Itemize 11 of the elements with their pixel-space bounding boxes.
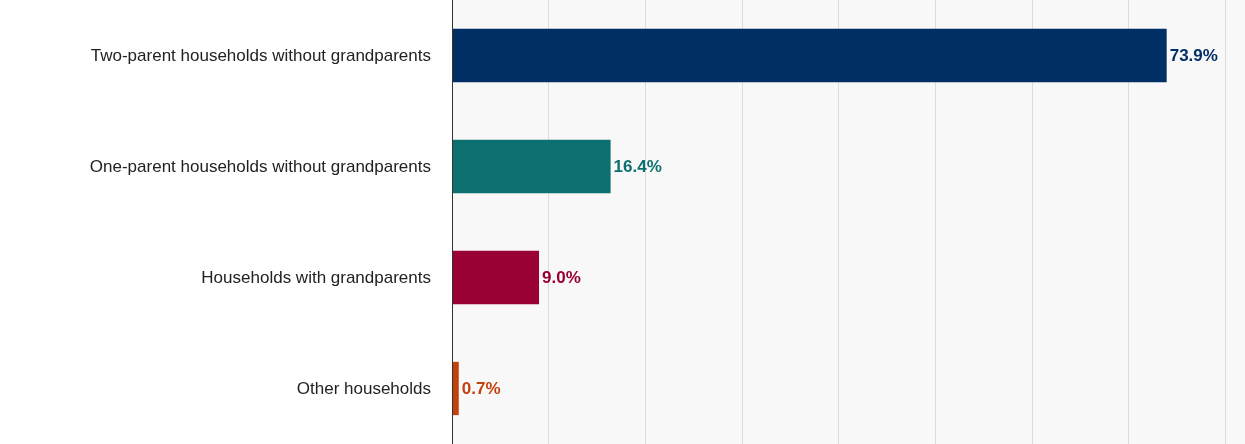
bar (452, 139, 611, 194)
bar (452, 250, 540, 305)
data-label: 9.0% (542, 268, 581, 287)
y-tick-label: Other households (296, 379, 431, 399)
y-tick-label: Two-parent households without grandparents (90, 46, 431, 66)
data-label: 16.4% (613, 157, 662, 176)
data-label: 0.7% (461, 379, 501, 398)
data-label: 73.9% (1169, 46, 1218, 65)
y-tick-label: One-parent households without grandparents (89, 157, 431, 177)
y-tick-label: Households with grandparents (201, 268, 431, 288)
bar (452, 28, 1167, 83)
